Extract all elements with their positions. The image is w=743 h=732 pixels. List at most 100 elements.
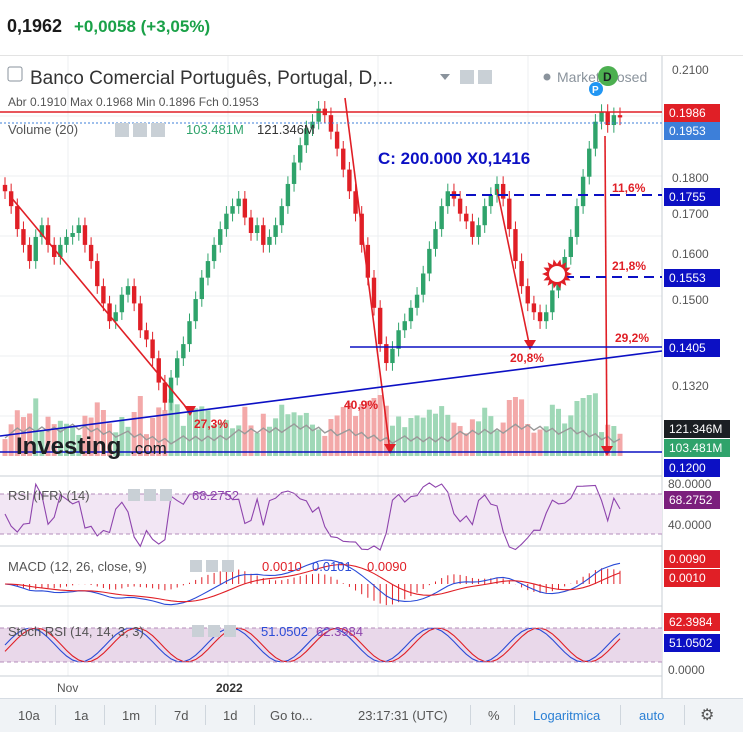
candle-body xyxy=(144,330,149,340)
range-1a[interactable]: 1a xyxy=(74,708,89,723)
volume-bar xyxy=(180,425,186,456)
volume-bar xyxy=(162,410,168,456)
volume-bar xyxy=(254,432,260,456)
candle-body xyxy=(408,307,414,322)
price-tag xyxy=(664,122,720,140)
chart-title: Banco Comercial Português, Portugal, D,.… xyxy=(30,68,393,89)
macd-value-3: 0.0090 xyxy=(367,559,407,574)
stoch-label: Stoch RSI (14, 14, 3, 3) xyxy=(8,624,144,639)
chart-area[interactable]: C: 200.000 X0,1416 11,6% 21,8% 29,2% 20,… xyxy=(0,56,743,698)
candle-body xyxy=(377,307,383,345)
volume-bar xyxy=(580,398,586,456)
volume-bar xyxy=(439,406,445,456)
volume-bar xyxy=(445,414,451,456)
range-1m[interactable]: 1m xyxy=(122,708,141,723)
starburst-center xyxy=(549,266,565,282)
volume-bar xyxy=(64,423,69,456)
price-tag-text: 0.1200 xyxy=(669,461,706,475)
rsi-tick: 80.0000 xyxy=(668,477,712,491)
macd-signal-line xyxy=(4,564,621,603)
macd-tag xyxy=(664,569,720,587)
candle-body xyxy=(285,183,291,207)
chart-type-icon xyxy=(7,66,23,82)
candle-body xyxy=(261,225,266,245)
candle-body xyxy=(433,229,438,249)
macd-label: MACD (12, 26, close, 9) xyxy=(8,559,147,574)
candle-body xyxy=(617,115,623,118)
candle-body xyxy=(457,198,463,214)
candle-body xyxy=(525,286,530,304)
watermark-suffix: .com xyxy=(130,439,167,458)
candle-body xyxy=(181,344,186,359)
volume-bar xyxy=(433,413,438,456)
pct-label: 11,6% xyxy=(612,181,646,195)
pct-label: 40,9% xyxy=(344,398,378,412)
candle-body xyxy=(58,244,63,257)
stoch-k-line xyxy=(4,627,621,663)
candle-body xyxy=(488,194,494,207)
auto-toggle[interactable]: auto xyxy=(639,708,665,723)
candle-body xyxy=(2,184,8,192)
stoch-tick: 0.0000 xyxy=(668,663,705,677)
volume-bar xyxy=(107,423,113,456)
candle-body xyxy=(544,312,549,322)
range-10a[interactable]: 10a xyxy=(18,708,40,723)
volume-bar xyxy=(205,410,211,456)
price-tag-text: 0.1755 xyxy=(669,190,706,204)
candle-body xyxy=(371,277,377,308)
price-tag-text: 0.1405 xyxy=(669,341,706,355)
goto-button[interactable]: Go to... xyxy=(270,708,313,723)
volume-bar xyxy=(156,407,162,456)
volume-ma-line xyxy=(4,423,621,445)
volume-bar xyxy=(537,429,543,456)
price-tick: 0.1800 xyxy=(672,171,709,185)
range-1d[interactable]: 1d xyxy=(223,708,238,723)
macd-line xyxy=(4,559,621,606)
volume-bar xyxy=(39,430,45,456)
candle-body xyxy=(218,229,223,245)
volume-bar xyxy=(340,406,346,456)
candle-body xyxy=(33,236,38,262)
close-icon xyxy=(160,489,172,501)
stoch-tag-text: 62.3984 xyxy=(669,615,713,629)
macd-value-1: 0.0010 xyxy=(262,559,302,574)
candle-body xyxy=(21,229,26,245)
price-tag-text: 121.346M xyxy=(669,422,722,436)
volume-bar xyxy=(451,422,457,456)
volume-bar xyxy=(408,417,414,456)
rsi-line xyxy=(4,482,621,551)
rsi-tag-text: 68.2752 xyxy=(669,493,713,507)
volume-bar xyxy=(525,424,531,456)
candle-body xyxy=(101,286,106,304)
gear-icon[interactable]: ⚙ xyxy=(700,707,715,724)
volume-value-1: 103.481M xyxy=(186,122,244,137)
log-toggle[interactable]: Logaritmica xyxy=(533,708,601,723)
price-tag xyxy=(664,459,720,477)
candle-body xyxy=(88,244,94,262)
candle-body xyxy=(8,191,14,207)
price-tag xyxy=(664,439,730,457)
volume-bar xyxy=(2,439,8,456)
pct-label: 27,3% xyxy=(194,417,228,431)
volume-bar xyxy=(199,406,205,456)
percent-toggle[interactable]: % xyxy=(488,708,500,723)
stoch-tag xyxy=(664,634,720,652)
price-chart[interactable]: C: 200.000 X0,1416 11,6% 21,8% 29,2% 20,… xyxy=(0,56,743,698)
candle-body xyxy=(279,206,284,226)
volume-bar xyxy=(113,432,119,456)
candle-body xyxy=(156,358,161,383)
badge-p-label: P xyxy=(592,85,599,96)
rsi-value: 68.2752 xyxy=(192,488,239,503)
candle-body xyxy=(353,191,358,214)
volume-bar xyxy=(242,406,248,456)
candle-body xyxy=(476,225,481,237)
watermark-logo: Investing xyxy=(16,433,121,460)
volume-bar xyxy=(174,404,180,456)
rsi-label: RSI (IFR) (14) xyxy=(8,488,90,503)
pct-label: 29,2% xyxy=(615,331,649,345)
badge-d-label: D xyxy=(603,70,612,84)
volume-bar xyxy=(88,417,94,456)
badge-p xyxy=(589,82,603,96)
close-icon xyxy=(224,625,236,637)
range-7d[interactable]: 7d xyxy=(174,708,189,723)
